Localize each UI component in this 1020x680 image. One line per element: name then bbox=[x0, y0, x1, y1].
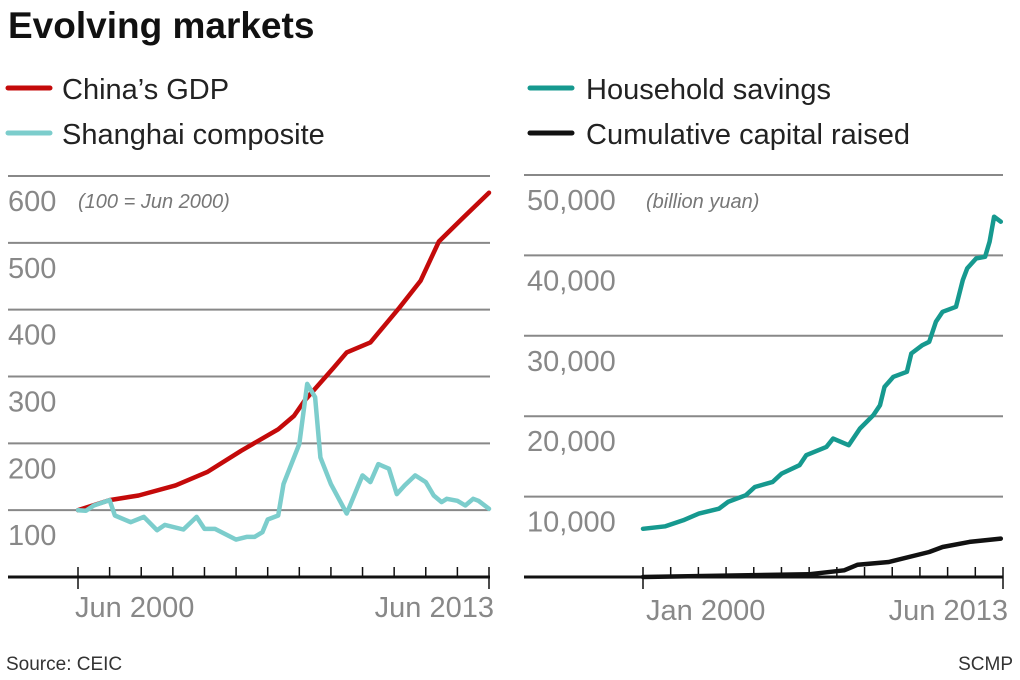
left-unit-note: (100 = Jun 2000) bbox=[78, 191, 230, 213]
series-line-savings bbox=[640, 214, 1004, 532]
y-tick-label: 300 bbox=[8, 387, 56, 419]
left-x-label-start: Jun 2000 bbox=[75, 592, 194, 624]
series-line-shanghai bbox=[75, 381, 492, 542]
y-tick-label: 10,000 bbox=[527, 507, 616, 539]
legend-right: Household savings Cumulative capital rai… bbox=[527, 74, 910, 151]
y-tick-label: 20,000 bbox=[527, 426, 616, 458]
series-line-gdp bbox=[75, 190, 492, 513]
left-x-label-end: Jun 2013 bbox=[375, 592, 494, 624]
y-tick-label: 100 bbox=[8, 520, 56, 552]
legend-label-shanghai: Shanghai composite bbox=[62, 119, 325, 151]
legend-label-savings: Household savings bbox=[586, 74, 831, 106]
legend-label-capital: Cumulative capital raised bbox=[586, 119, 910, 151]
credit-note: SCMP bbox=[958, 654, 1013, 675]
y-tick-label: 400 bbox=[8, 320, 56, 352]
y-tick-label: 30,000 bbox=[527, 346, 616, 378]
legend-left: China’s GDP Shanghai composite bbox=[5, 74, 325, 151]
y-tick-label: 600 bbox=[8, 186, 56, 218]
left-chart: 100 200 300 400 500 600 bbox=[8, 175, 492, 589]
chart-title: Evolving markets bbox=[8, 5, 314, 46]
y-tick-label: 40,000 bbox=[527, 265, 616, 297]
y-tick-label: 200 bbox=[8, 453, 56, 485]
y-tick-label: 500 bbox=[8, 253, 56, 285]
right-chart: 10,000 20,000 30,000 40,000 50,000 bbox=[524, 174, 1004, 589]
y-tick-label: 50,000 bbox=[527, 185, 616, 217]
source-note: Source: CEIC bbox=[6, 654, 122, 675]
right-unit-note: (billion yuan) bbox=[646, 191, 759, 213]
right-x-label-start: Jan 2000 bbox=[646, 595, 765, 627]
right-x-label-end: Jun 2013 bbox=[889, 595, 1008, 627]
legend-label-gdp: China’s GDP bbox=[62, 74, 229, 106]
